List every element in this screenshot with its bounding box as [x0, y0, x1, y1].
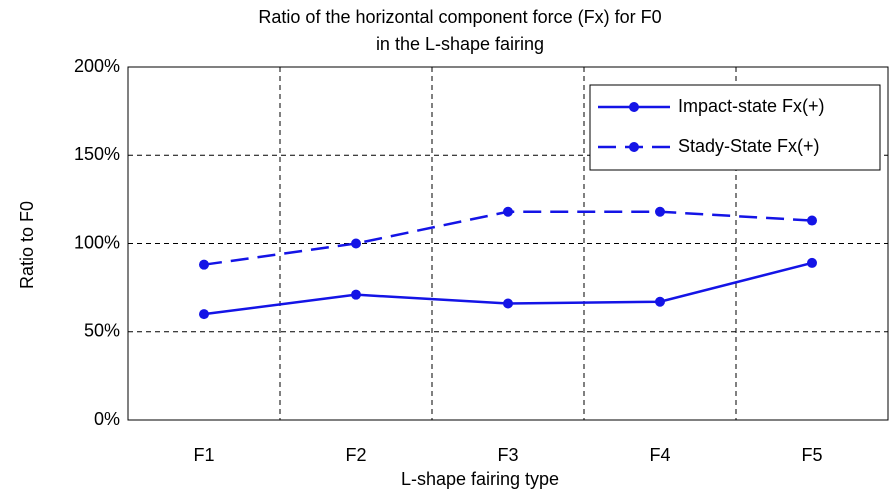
chart-title: Ratio of the horizontal component force … — [258, 7, 661, 27]
y-tick-label: 150% — [74, 144, 120, 164]
x-tick-label: F2 — [345, 445, 366, 465]
legend-box — [589, 84, 881, 171]
legend-label: Stady-State Fx(+) — [678, 136, 820, 156]
x-tick-label: F5 — [801, 445, 822, 465]
x-axis-label: L-shape fairing type — [401, 469, 559, 489]
legend-label: Impact-state Fx(+) — [678, 96, 825, 116]
x-tick-label: F4 — [649, 445, 670, 465]
series-point — [807, 257, 817, 268]
x-tick-label: F1 — [193, 445, 214, 465]
series-point — [199, 309, 209, 320]
series-point — [199, 259, 209, 270]
plot-frame — [127, 66, 889, 421]
series-point — [655, 206, 665, 217]
y-tick-label: 0% — [94, 409, 120, 429]
legend-marker — [629, 142, 639, 152]
series-point — [807, 215, 817, 226]
y-tick-label: 50% — [84, 321, 120, 341]
series-line — [203, 210, 813, 266]
legend-marker — [629, 102, 639, 112]
series-point — [503, 298, 513, 309]
series-point — [351, 289, 361, 300]
y-tick-label: 100% — [74, 232, 120, 252]
y-axis-label: Ratio to F0 — [17, 201, 37, 289]
series-point — [655, 296, 665, 307]
series-point — [503, 206, 513, 217]
x-tick-label: F3 — [497, 445, 518, 465]
series-point — [351, 238, 361, 249]
chart-title: in the L-shape fairing — [376, 34, 544, 54]
y-tick-label: 200% — [74, 56, 120, 76]
